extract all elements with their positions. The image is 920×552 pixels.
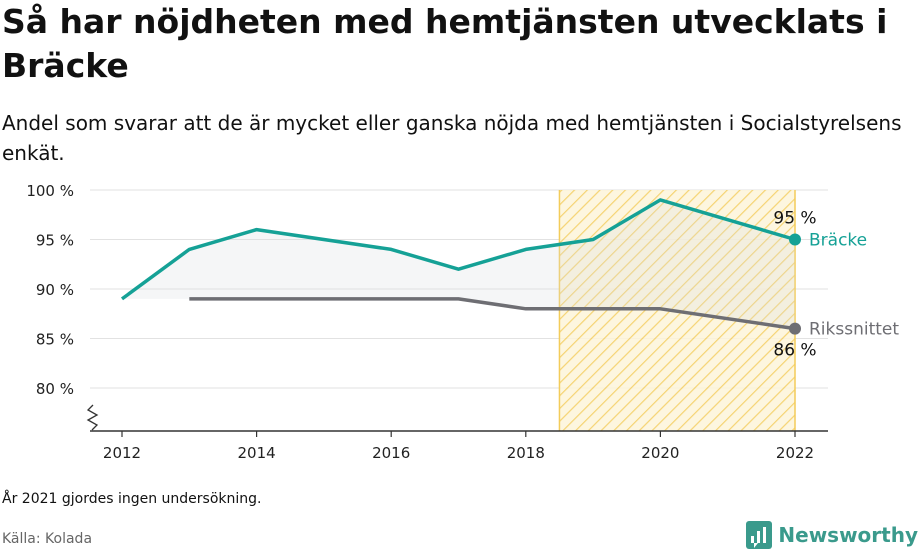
x-tick-label: 2014 (238, 444, 276, 462)
brand-name: Newsworthy (778, 523, 918, 547)
chart-title: Så har nöjdheten med hemtjänsten utveckl… (2, 2, 888, 85)
line-chart: 80 % 85 % 90 % 95 % 100 % 2012 2014 2016 2018 20… (26, 182, 899, 462)
difference-area (122, 199, 795, 329)
axis-break-icon (86, 404, 99, 431)
y-tick-label: 95 % (36, 232, 74, 250)
x-tick-label: 2012 (103, 444, 141, 462)
source-text: Källa: Kolada (2, 531, 93, 547)
y-tick-label: 90 % (36, 281, 74, 299)
series-line-bracke (120, 198, 796, 301)
end-point (789, 233, 801, 246)
footnote: År 2021 gjordes ingen undersökning. (2, 491, 262, 507)
y-tick-label: 100 % (26, 182, 74, 200)
y-tick-label: 85 % (36, 331, 74, 349)
x-tick-label: 2022 (776, 444, 814, 462)
series-line-rikssnittet (189, 297, 796, 331)
series-name-label: Rikssnittet (809, 320, 899, 340)
brand-logo: Newsworthy (746, 519, 918, 551)
end-value-label: 95 % (773, 209, 816, 229)
chart-subtitle: Andel som svarar att de är mycket eller … (2, 111, 902, 165)
end-value-label: 86 % (773, 341, 816, 361)
series-name-label: Bräcke (809, 231, 867, 251)
x-tick-label: 2016 (372, 444, 410, 462)
end-point (789, 322, 801, 335)
y-tick-label: 80 % (36, 380, 74, 398)
x-tick-label: 2020 (641, 444, 679, 462)
newsworthy-chart-icon (746, 521, 773, 549)
x-tick-label: 2018 (507, 444, 545, 462)
